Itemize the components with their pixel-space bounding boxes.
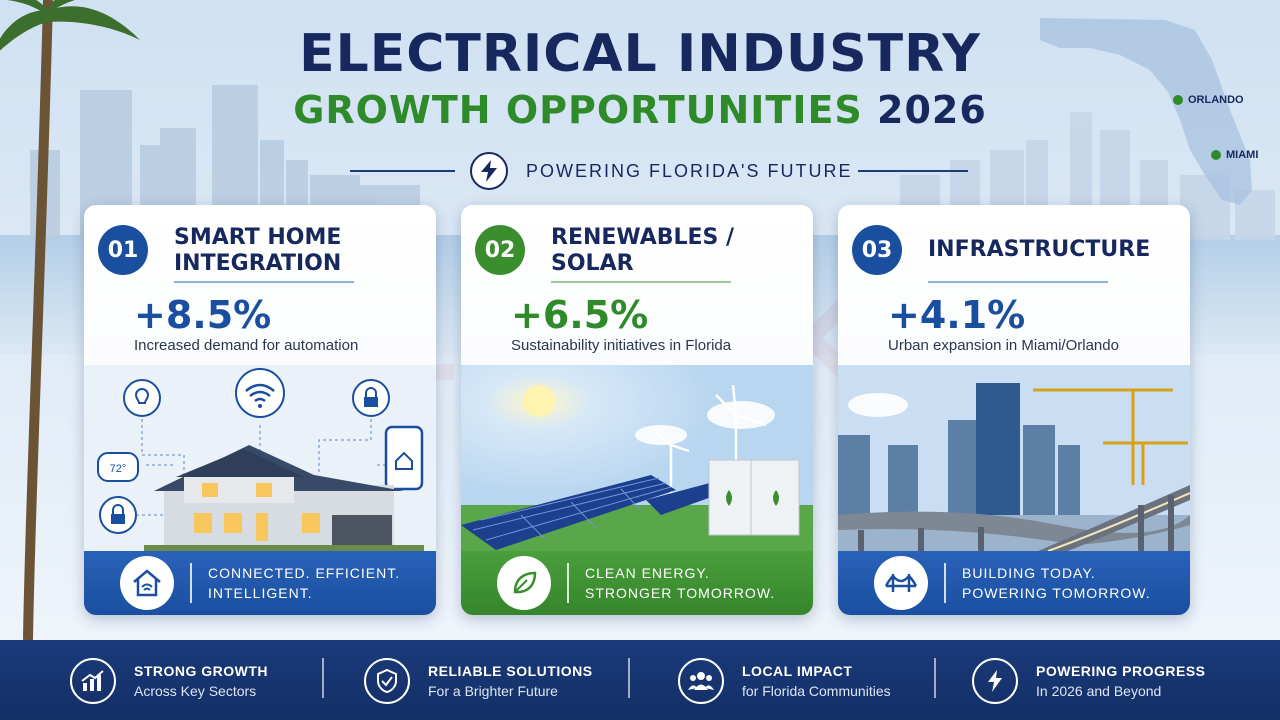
feature-title: POWERING PROGRESS xyxy=(1036,663,1206,679)
card-title-line2: INTEGRATION xyxy=(174,251,342,276)
card-footer: CLEAN ENERGY. STRONGER TOMORROW. xyxy=(461,551,813,615)
smart-home-illustration: 72° xyxy=(84,365,436,551)
card-description: Sustainability initiatives in Florida xyxy=(511,337,732,354)
card-title: SMART HOME INTEGRATION xyxy=(174,225,424,277)
feature-subtitle: for Florida Communities xyxy=(742,683,891,699)
card-footer: BUILDING TODAY. POWERING TOMORROW. xyxy=(838,551,1190,615)
solar-illustration xyxy=(461,365,813,551)
battery-storage-illustration xyxy=(708,459,800,536)
subtitle-growth: GROWTH OPPORTUNITIES xyxy=(293,88,863,132)
card-title-line2: SOLAR xyxy=(551,251,634,276)
footer-line2: POWERING TOMORROW. xyxy=(962,585,1151,601)
smart-home-icon xyxy=(120,556,174,610)
footer-divider xyxy=(567,563,569,603)
feature-title: LOCAL IMPACT xyxy=(742,663,853,679)
card-renewables: 02 RENEWABLES / SOLAR +6.5% Sustainabili… xyxy=(461,205,813,615)
footer-divider xyxy=(190,563,192,603)
tagline-rule-right xyxy=(858,170,968,172)
card-number-badge: 03 xyxy=(852,225,902,275)
card-number-badge: 01 xyxy=(98,225,148,275)
card-footer-text: BUILDING TODAY. POWERING TOMORROW. xyxy=(962,563,1151,603)
feature-subtitle: Across Key Sectors xyxy=(134,683,257,699)
feature-divider xyxy=(322,658,324,698)
card-footer: CONNECTED. EFFICIENT. INTELLIGENT. xyxy=(84,551,436,615)
card-divider xyxy=(551,281,731,283)
card-stat: +6.5% xyxy=(511,293,649,337)
feature-divider xyxy=(628,658,630,698)
bottom-features-bar: STRONG GROWTH Across Key Sectors RELIABL… xyxy=(0,640,1280,720)
bridge-icon xyxy=(874,556,928,610)
map-label-orlando: ORLANDO xyxy=(1188,94,1244,106)
footer-divider xyxy=(944,563,946,603)
feature-title: RELIABLE SOLUTIONS xyxy=(428,663,593,679)
feature-title: STRONG GROWTH xyxy=(134,663,269,679)
crane-icon xyxy=(1033,388,1188,485)
lock-icon xyxy=(352,379,390,417)
feature-divider xyxy=(934,658,936,698)
card-description: Increased demand for automation xyxy=(134,337,359,354)
subtitle-year: 2026 xyxy=(877,88,987,132)
tagline-text: POWERING FLORIDA'S FUTURE xyxy=(526,161,853,181)
map-label-miami: MIAMI xyxy=(1226,149,1259,161)
card-title-line1: SMART HOME xyxy=(174,225,342,250)
lightning-icon xyxy=(972,658,1018,704)
page-subtitle: GROWTH OPPORTUNITIES 2026 xyxy=(0,88,1280,132)
footer-line1: BUILDING TODAY. xyxy=(962,565,1096,581)
card-divider xyxy=(928,281,1108,283)
card-number-badge: 02 xyxy=(475,225,525,275)
shield-check-icon xyxy=(364,658,410,704)
leaf-icon xyxy=(497,556,551,610)
card-footer-text: CLEAN ENERGY. STRONGER TOMORROW. xyxy=(585,563,775,603)
bulb-icon xyxy=(123,379,161,417)
page-title: ELECTRICAL INDUSTRY xyxy=(299,24,981,84)
card-title: INFRASTRUCTURE xyxy=(928,237,1178,263)
footer-line2: INTELLIGENT. xyxy=(208,585,313,601)
wifi-icon xyxy=(235,368,285,418)
card-footer-text: CONNECTED. EFFICIENT. INTELLIGENT. xyxy=(208,563,400,603)
card-infrastructure: 03 INFRASTRUCTURE +4.1% Urban expansion … xyxy=(838,205,1190,615)
footer-line1: CONNECTED. EFFICIENT. xyxy=(208,565,401,581)
door-lock-icon xyxy=(99,496,137,534)
community-icon xyxy=(678,658,724,704)
city-illustration xyxy=(838,365,1190,551)
feature-local-impact: LOCAL IMPACT for Florida Communities xyxy=(678,656,891,706)
thermostat-icon: 72° xyxy=(97,452,139,482)
phone-icon xyxy=(384,425,424,491)
card-smart-home: 01 SMART HOME INTEGRATION +8.5% Increase… xyxy=(84,205,436,615)
card-title: RENEWABLES / SOLAR xyxy=(551,225,801,277)
feature-subtitle: In 2026 and Beyond xyxy=(1036,683,1162,699)
growth-chart-icon xyxy=(70,658,116,704)
feature-powering-progress: POWERING PROGRESS In 2026 and Beyond xyxy=(972,656,1206,706)
feature-strong-growth: STRONG GROWTH Across Key Sectors xyxy=(70,656,268,706)
card-title-line1: INFRASTRUCTURE xyxy=(928,237,1151,262)
card-divider xyxy=(174,281,354,283)
thermostat-value: 72° xyxy=(110,463,127,475)
tagline-row: POWERING FLORIDA'S FUTURE xyxy=(0,152,1280,190)
footer-line2: STRONGER TOMORROW. xyxy=(585,585,776,601)
footer-line1: CLEAN ENERGY. xyxy=(585,565,710,581)
highway-illustration xyxy=(838,485,1190,551)
tagline-rule-left xyxy=(350,170,455,172)
card-stat: +4.1% xyxy=(888,293,1026,337)
house-illustration xyxy=(144,445,424,551)
sun-icon xyxy=(523,385,555,417)
feature-subtitle: For a Brighter Future xyxy=(428,683,558,699)
lightning-icon xyxy=(470,152,508,190)
card-title-line1: RENEWABLES / xyxy=(551,225,735,250)
card-stat: +8.5% xyxy=(134,293,272,337)
card-description: Urban expansion in Miami/Orlando xyxy=(888,337,1119,354)
feature-reliable-solutions: RELIABLE SOLUTIONS For a Brighter Future xyxy=(364,656,593,706)
